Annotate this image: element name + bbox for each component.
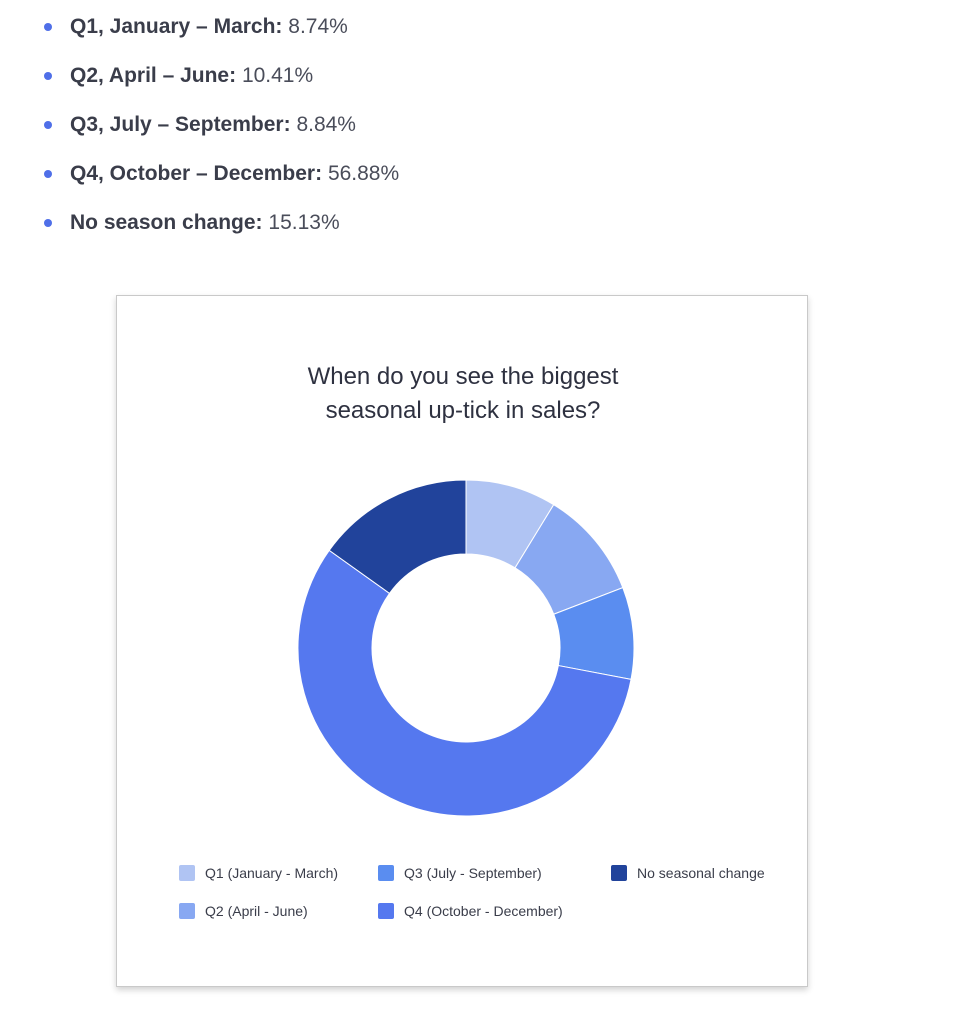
stat-value: 8.84%	[296, 113, 356, 136]
stat-value: 8.74%	[288, 15, 348, 38]
stats-list: Q1, January – March: 8.74% Q2, April – J…	[44, 9, 644, 254]
list-item: Q1, January – March: 8.74%	[44, 9, 644, 58]
stat-value: 15.13%	[268, 211, 340, 234]
stat-label: Q4, October – December:	[70, 162, 323, 185]
chart-title: When do you see the biggest seasonal up-…	[117, 360, 809, 428]
donut-slice-q4	[297, 549, 632, 817]
chart-title-line: seasonal up-tick in sales?	[325, 397, 601, 424]
bullet-dot-icon	[44, 121, 52, 129]
list-item: Q2, April – June: 10.41%	[44, 58, 644, 107]
donut-chart	[297, 479, 635, 817]
stat-label: Q2, April – June:	[70, 64, 237, 87]
stat-label: No season change:	[70, 211, 263, 234]
list-item: Q3, July – September: 8.84%	[44, 107, 644, 156]
list-item: Q4, October – December: 56.88%	[44, 156, 644, 205]
bullet-dot-icon	[44, 219, 52, 227]
bullet-dot-icon	[44, 72, 52, 80]
chart-card: When do you see the biggest seasonal up-…	[116, 295, 808, 987]
chart-title-line: When do you see the biggest	[307, 363, 619, 390]
list-item: No season change: 15.13%	[44, 205, 644, 254]
donut-slice-no-seasonal-change	[328, 479, 467, 595]
stat-value: 10.41%	[241, 64, 314, 87]
stat-label: Q3, July – September:	[70, 113, 291, 136]
bullet-dot-icon	[44, 170, 52, 178]
stat-label: Q1, January – March:	[70, 15, 283, 38]
bullet-dot-icon	[44, 23, 52, 31]
stat-value: 56.88%	[327, 162, 400, 185]
